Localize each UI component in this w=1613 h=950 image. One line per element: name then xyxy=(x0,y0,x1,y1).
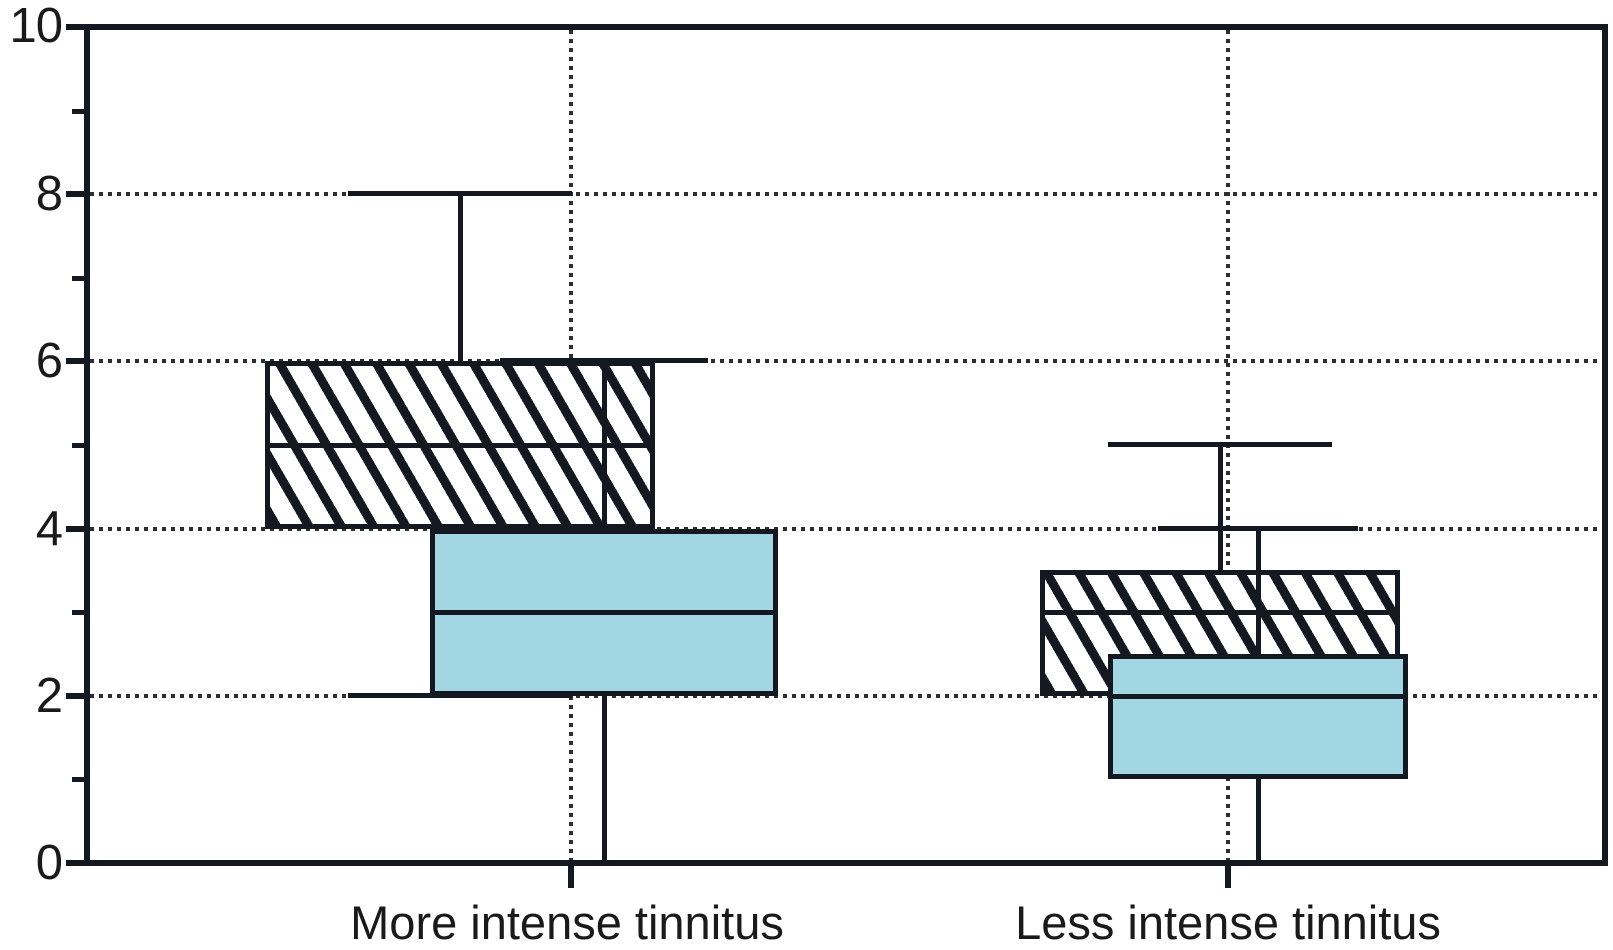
boxplot-whisker-cap-high-hatched-less xyxy=(1108,442,1332,447)
boxplot-whisker-low-blue-more xyxy=(602,696,607,863)
boxplot-whisker-high-hatched-more xyxy=(458,194,463,361)
y-tick-label-0: 0 xyxy=(35,836,63,890)
x-tick xyxy=(568,866,574,888)
plot-frame xyxy=(84,24,1608,866)
gridline-horizontal xyxy=(90,359,1602,363)
y-minor-tick xyxy=(72,610,87,615)
boxplot-box-blue-less xyxy=(1108,654,1408,779)
x-tick xyxy=(1225,866,1231,888)
y-tick-label-2: 2 xyxy=(35,669,63,723)
boxplot-median-hatched-less xyxy=(1040,610,1400,615)
boxplot-whisker-cap-high-blue-more xyxy=(500,358,708,363)
gridline-horizontal xyxy=(90,694,1602,698)
y-major-tick xyxy=(66,860,87,866)
y-minor-tick xyxy=(72,109,87,114)
boxplot-median-blue-less xyxy=(1108,694,1408,699)
y-tick-label-8: 8 xyxy=(35,167,63,221)
y-major-tick xyxy=(66,24,87,30)
y-minor-tick xyxy=(72,777,87,782)
boxplot-whisker-high-hatched-less xyxy=(1218,445,1223,570)
boxplot-median-blue-more xyxy=(430,610,778,615)
category-label-less-intense: Less intense tinnitus xyxy=(1015,896,1441,949)
y-minor-tick xyxy=(72,443,87,448)
gridline-horizontal xyxy=(90,192,1602,196)
boxplot-median-hatched-more xyxy=(265,443,655,448)
boxplot-whisker-cap-high-hatched-more xyxy=(348,191,572,196)
y-major-tick xyxy=(66,526,87,532)
y-tick-label-6: 6 xyxy=(35,334,63,388)
y-major-tick xyxy=(66,693,87,699)
category-label-more-intense: More intense tinnitus xyxy=(350,896,784,949)
y-minor-tick xyxy=(72,276,87,281)
gridline-horizontal xyxy=(90,527,1602,531)
boxplot-whisker-high-blue-less xyxy=(1256,529,1261,654)
boxplot-whisker-cap-high-blue-less xyxy=(1158,526,1358,531)
boxplot-whisker-high-blue-more xyxy=(602,361,607,529)
y-tick-label-10: 10 xyxy=(9,0,63,53)
y-tick-label-4: 4 xyxy=(35,502,63,556)
y-major-tick xyxy=(66,358,87,364)
y-major-tick xyxy=(66,191,87,197)
boxplot-whisker-low-blue-less xyxy=(1256,779,1261,863)
